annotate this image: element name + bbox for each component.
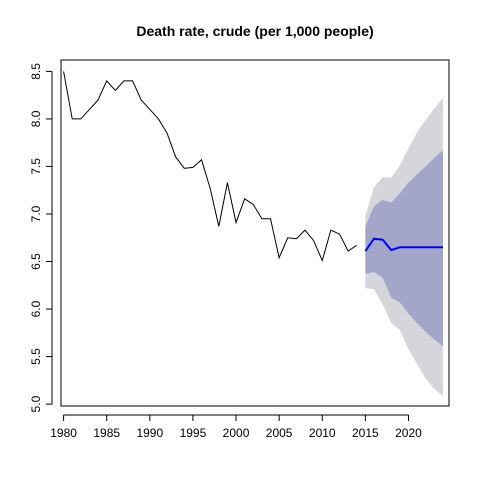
x-tick-label: 2015 [352,426,379,440]
y-tick-label: 7.5 [29,158,43,175]
x-tick-label: 2005 [266,426,293,440]
x-tick-label: 2020 [395,426,422,440]
y-tick-label: 8.5 [29,63,43,80]
x-tick-label: 1985 [93,426,120,440]
forecast-line [364,237,443,252]
y-tick-label: 8.0 [29,110,43,127]
y-axis: 5.0 5.5 6.0 6.5 7.0 7.5 8.0 8.5 [29,63,53,412]
y-tick-label: 5.0 [29,395,43,412]
y-tick-label: 7.0 [29,205,43,222]
x-tick-label: 2000 [223,426,250,440]
y-tick-label: 5.5 [29,348,43,365]
series-lines [63,71,443,263]
y-tick-label: 6.5 [29,253,43,270]
x-tick-label: 1980 [50,426,77,440]
chart-title: Death rate, crude (per 1,000 people) [136,23,373,39]
history-line [63,71,358,263]
plot-frame [60,59,450,407]
x-tick-label: 2010 [309,426,336,440]
x-tick-label: 1995 [180,426,207,440]
x-tick-label: 1990 [136,426,163,440]
x-axis: 1980 1985 1990 1995 2000 2005 2010 2015 2020 [50,414,422,440]
y-tick-label: 6.0 [29,300,43,317]
